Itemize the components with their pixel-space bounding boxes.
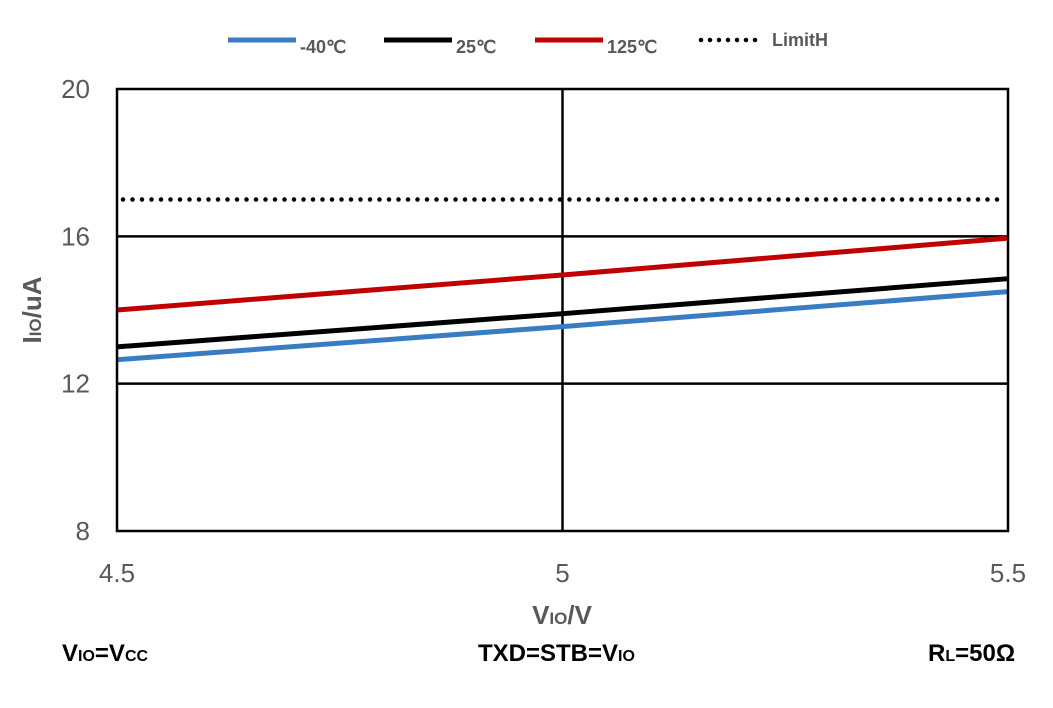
x-tick-labels: 4.5 5 5.5 <box>99 558 1026 588</box>
plot-frame <box>115 87 1010 533</box>
plot-border <box>115 87 1010 533</box>
y-axis-title: IIO/uA <box>17 276 47 343</box>
grid <box>117 89 1008 531</box>
y-tick-label: 20 <box>61 74 90 104</box>
x-tick-label: 5 <box>555 558 569 588</box>
series-line <box>116 276 1009 350</box>
legend-label: 25℃ <box>456 37 496 57</box>
series-layer <box>116 197 1009 363</box>
y-tick-labels: 8 12 16 20 <box>61 74 90 546</box>
y-tick-label: 8 <box>76 516 90 546</box>
legend-label: 125℃ <box>607 37 657 57</box>
series-line <box>116 235 1009 313</box>
legend: -40℃ 25℃ 125℃ LimitH <box>228 30 828 57</box>
condition-note-rl: RL=50Ω <box>928 640 1016 667</box>
x-tick-label: 5.5 <box>990 558 1026 588</box>
legend-label: -40℃ <box>300 37 346 57</box>
legend-label: LimitH <box>772 30 828 50</box>
series-line <box>116 289 1009 363</box>
x-axis-title: VIO/V <box>532 600 593 630</box>
condition-note-txd: TXD=STB=VIO <box>478 640 635 667</box>
x-tick-label: 4.5 <box>99 558 135 588</box>
y-tick-label: 12 <box>61 369 90 399</box>
condition-note-vio: VIO=VCC <box>62 640 149 667</box>
y-tick-label: 16 <box>61 221 90 251</box>
